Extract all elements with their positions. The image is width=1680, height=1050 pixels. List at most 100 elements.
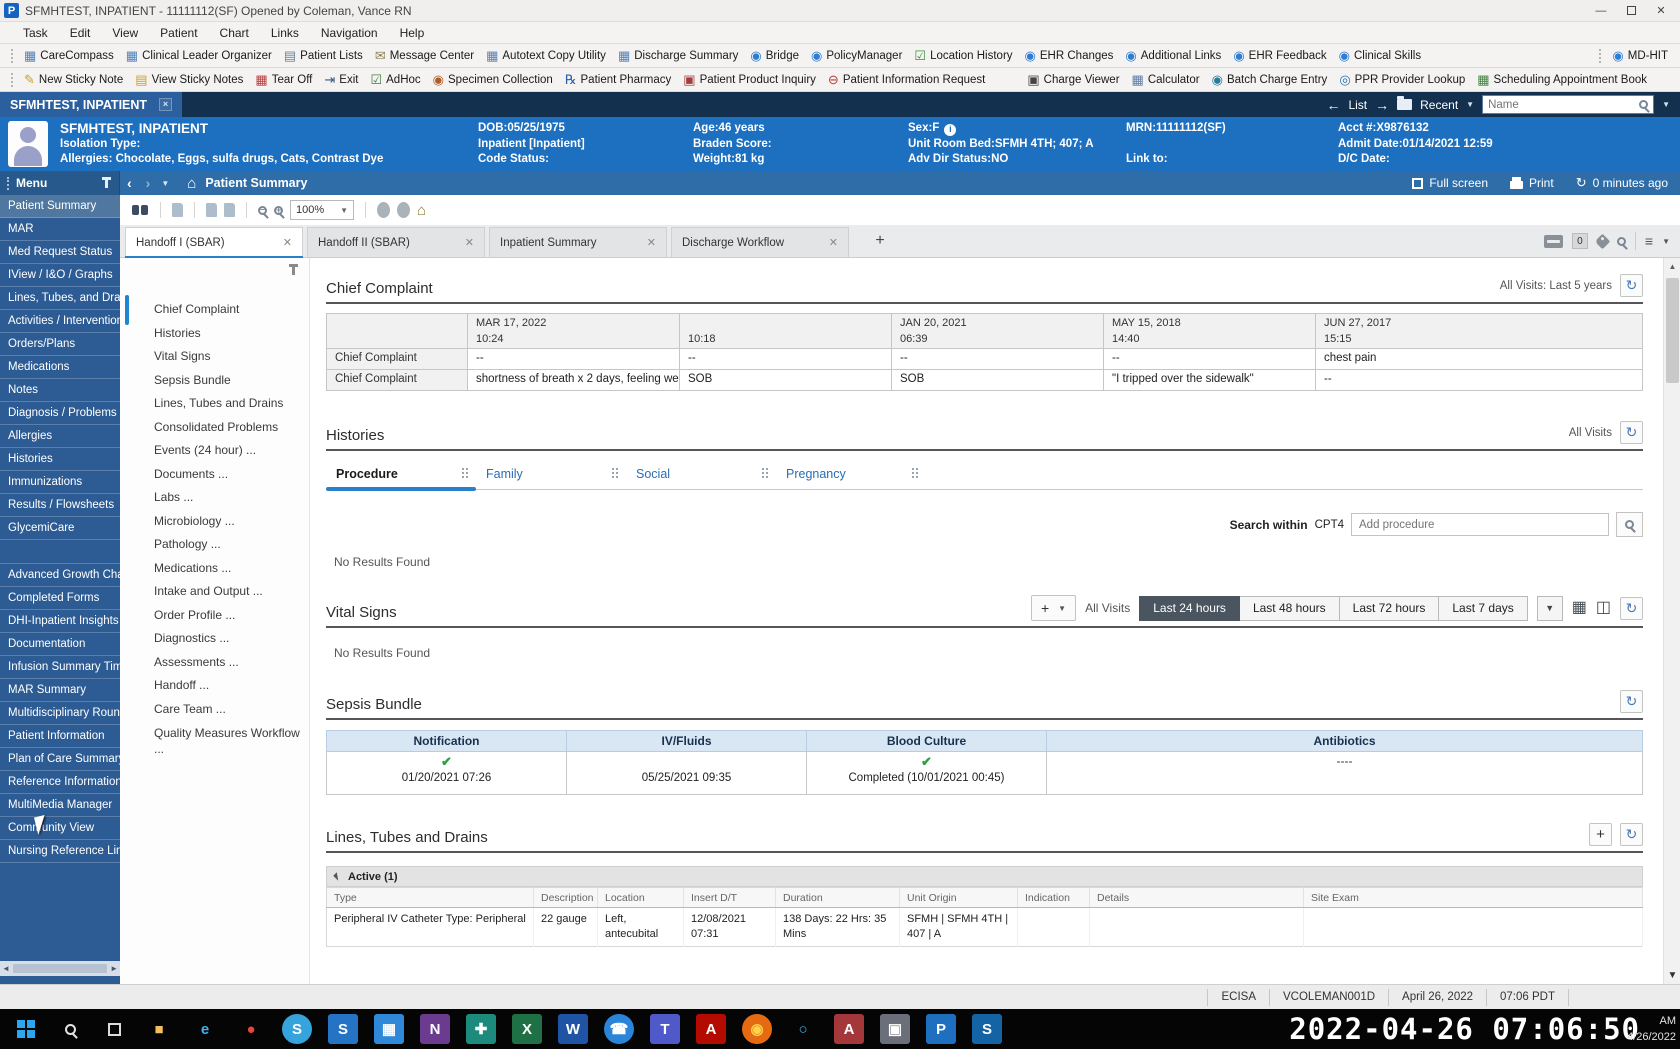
copy-back-icon[interactable] — [224, 203, 235, 217]
sidebar-item[interactable]: Reference Information — [0, 771, 120, 794]
sidebar-item[interactable]: Advanced Growth Chart — [0, 564, 120, 587]
lines-column-header[interactable]: Description — [533, 887, 598, 908]
menu-item[interactable]: Patient — [160, 25, 198, 40]
visits-filter-label[interactable]: All Visits — [1568, 426, 1612, 439]
sidebar-item[interactable]: Infusion Summary Timeline — [0, 656, 120, 679]
mail-icon[interactable]: ▦ — [374, 1014, 404, 1044]
home-icon[interactable]: ⌂ — [187, 174, 197, 192]
menu-item[interactable]: Help — [399, 25, 425, 40]
toolbar-button[interactable]: ⊖ Patient Information Request — [827, 72, 986, 87]
acrobat-icon[interactable]: A — [696, 1014, 726, 1044]
scroll-up-icon[interactable]: ▲ — [1668, 262, 1677, 271]
drag-handle-icon[interactable] — [762, 468, 764, 470]
sidebar-item[interactable]: Allergies — [0, 425, 120, 448]
app-icon-teal[interactable]: ✚ — [466, 1014, 496, 1044]
section-nav-item[interactable]: Documents ... — [154, 466, 229, 481]
search-icon[interactable] — [1639, 100, 1649, 109]
histories-tab[interactable]: Family — [476, 459, 626, 489]
tag-icon[interactable] — [1594, 233, 1611, 249]
back-arrow-icon[interactable]: ‹ — [127, 175, 132, 191]
toolbar-button[interactable]: ✎ New Sticky Note — [24, 72, 124, 87]
toolbar-button[interactable]: ▦ Tear Off — [255, 72, 313, 87]
collapse-triangle-icon[interactable] — [333, 872, 342, 881]
toolbar-button[interactable]: ◉ Clinical Skills — [1338, 48, 1422, 63]
pin-icon[interactable] — [102, 176, 111, 188]
full-screen-icon[interactable] — [1412, 177, 1424, 189]
recent-folder-icon[interactable] — [1397, 96, 1413, 110]
drag-handle-icon[interactable] — [612, 468, 614, 470]
toolbar-button[interactable]: ◉ Batch Charge Entry — [1211, 72, 1328, 87]
refresh-button[interactable]: ↻ — [1620, 596, 1643, 620]
section-nav-item[interactable]: Chief Complaint — [120, 295, 309, 325]
sidebar-item[interactable]: Lines, Tubes, and Drains — [0, 287, 120, 310]
sidebar-item[interactable]: Patient Summary — [0, 195, 120, 218]
toolbar-button[interactable]: ◉ MD-HIT — [1612, 48, 1668, 63]
copy-forward-icon[interactable] — [206, 203, 217, 217]
file-explorer-icon[interactable]: ■ — [154, 1020, 164, 1038]
print-label[interactable]: Print — [1529, 176, 1554, 190]
taskbar-clock-tray[interactable]: AM 4/26/2022 — [1627, 1013, 1676, 1045]
lines-column-header[interactable]: Indication — [1017, 887, 1090, 908]
refresh-icon[interactable]: ↻ — [1575, 175, 1587, 190]
section-nav-item[interactable]: Sepsis Bundle — [154, 372, 231, 387]
section-nav-item[interactable]: Handoff ... — [154, 678, 210, 692]
toolbar-button[interactable]: ☑ AdHoc — [370, 72, 421, 87]
section-nav-item[interactable]: Assessments ... — [154, 654, 239, 669]
menu-item[interactable]: Task — [23, 25, 48, 40]
visits-filter-label[interactable]: All Visits: Last 5 years — [1499, 279, 1612, 292]
sidebar-item[interactable]: Nursing Reference Links — [0, 840, 120, 863]
section-nav-item[interactable]: Vital Signs — [154, 349, 211, 363]
menu-header[interactable]: Menu — [0, 171, 120, 195]
sidebar-item[interactable]: Plan of Care Summary — [0, 748, 120, 771]
chrome-icon[interactable]: ● — [246, 1020, 256, 1038]
next-patient-arrow-icon[interactable]: → — [1375, 96, 1390, 113]
chevron-down-icon[interactable]: ▼ — [1662, 236, 1670, 246]
lines-column-header[interactable]: Unit Origin — [899, 887, 1018, 908]
minimize-button[interactable]: — — [1595, 4, 1607, 17]
toolbar-button[interactable]: ▣ Charge Viewer — [1027, 72, 1120, 87]
phone-icon[interactable]: ☎ — [604, 1014, 634, 1044]
edge-icon[interactable]: e — [200, 1020, 210, 1038]
toolbar-button[interactable]: ☑ Location History — [914, 48, 1013, 63]
maximize-button[interactable] — [1616, 2, 1646, 20]
home-view-icon[interactable]: ⌂ — [417, 201, 427, 219]
lines-column-header[interactable]: Duration — [775, 887, 900, 908]
toolbar-button[interactable]: ▤ Patient Lists — [283, 48, 363, 63]
store-icon[interactable]: S — [328, 1014, 358, 1044]
patient-tab[interactable]: SFMHTEST, INPATIENT × — [0, 92, 183, 117]
sidebar-item[interactable]: Medications — [0, 356, 120, 379]
toolbar-button[interactable]: ▦ Calculator — [1131, 72, 1200, 87]
find-binoculars-icon[interactable] — [132, 205, 139, 215]
full-screen-label[interactable]: Full screen — [1429, 176, 1489, 190]
toolbar-button[interactable]: ◉ Bridge — [750, 48, 799, 63]
toolbar-button[interactable]: ◉ Additional Links — [1125, 48, 1222, 63]
nav-circle-icon[interactable] — [397, 202, 410, 218]
nav-circle-icon[interactable] — [377, 202, 390, 218]
menu-item[interactable]: Links — [270, 25, 299, 40]
app-icon-grey[interactable]: ▣ — [880, 1014, 910, 1044]
firefox-icon[interactable]: ◉ — [742, 1014, 772, 1044]
sidebar-item[interactable]: Immunizations — [0, 471, 120, 494]
lines-column-header[interactable]: Details — [1089, 887, 1304, 908]
sidebar-item[interactable]: Completed Forms — [0, 587, 120, 610]
add-procedure-input[interactable] — [1351, 513, 1609, 536]
scrollbar-thumb[interactable] — [1666, 278, 1679, 383]
tab-close-icon[interactable]: ✕ — [828, 237, 838, 249]
lines-column-header[interactable]: Insert D/T — [683, 887, 776, 908]
refresh-button[interactable]: ↻ — [1620, 823, 1643, 846]
document-icon[interactable] — [172, 203, 183, 217]
tab-close-icon[interactable]: ✕ — [646, 237, 656, 249]
section-nav-item[interactable]: Labs ... — [154, 490, 194, 504]
patient-tab-close-icon[interactable]: × — [159, 98, 173, 111]
task-view-button[interactable] — [92, 1009, 136, 1049]
toolbar-button[interactable]: ▦ Discharge Summary — [617, 48, 739, 63]
toolbar-button[interactable]: ◉ EHR Feedback — [1233, 48, 1327, 63]
add-tab-button[interactable]: + — [875, 232, 885, 249]
sidebar-item[interactable]: Multidisciplinary Rounds — [0, 702, 120, 725]
section-nav-item[interactable]: Events (24 hour) ... — [154, 443, 257, 457]
split-view-icon[interactable]: ◫ — [1595, 599, 1611, 616]
refresh-button[interactable]: ↻ — [1620, 690, 1643, 713]
sidebar-item[interactable]: Activities / Interventions — [0, 310, 120, 333]
histories-tab[interactable]: Pregnancy — [776, 459, 926, 489]
inbox-icon[interactable] — [1543, 234, 1563, 248]
